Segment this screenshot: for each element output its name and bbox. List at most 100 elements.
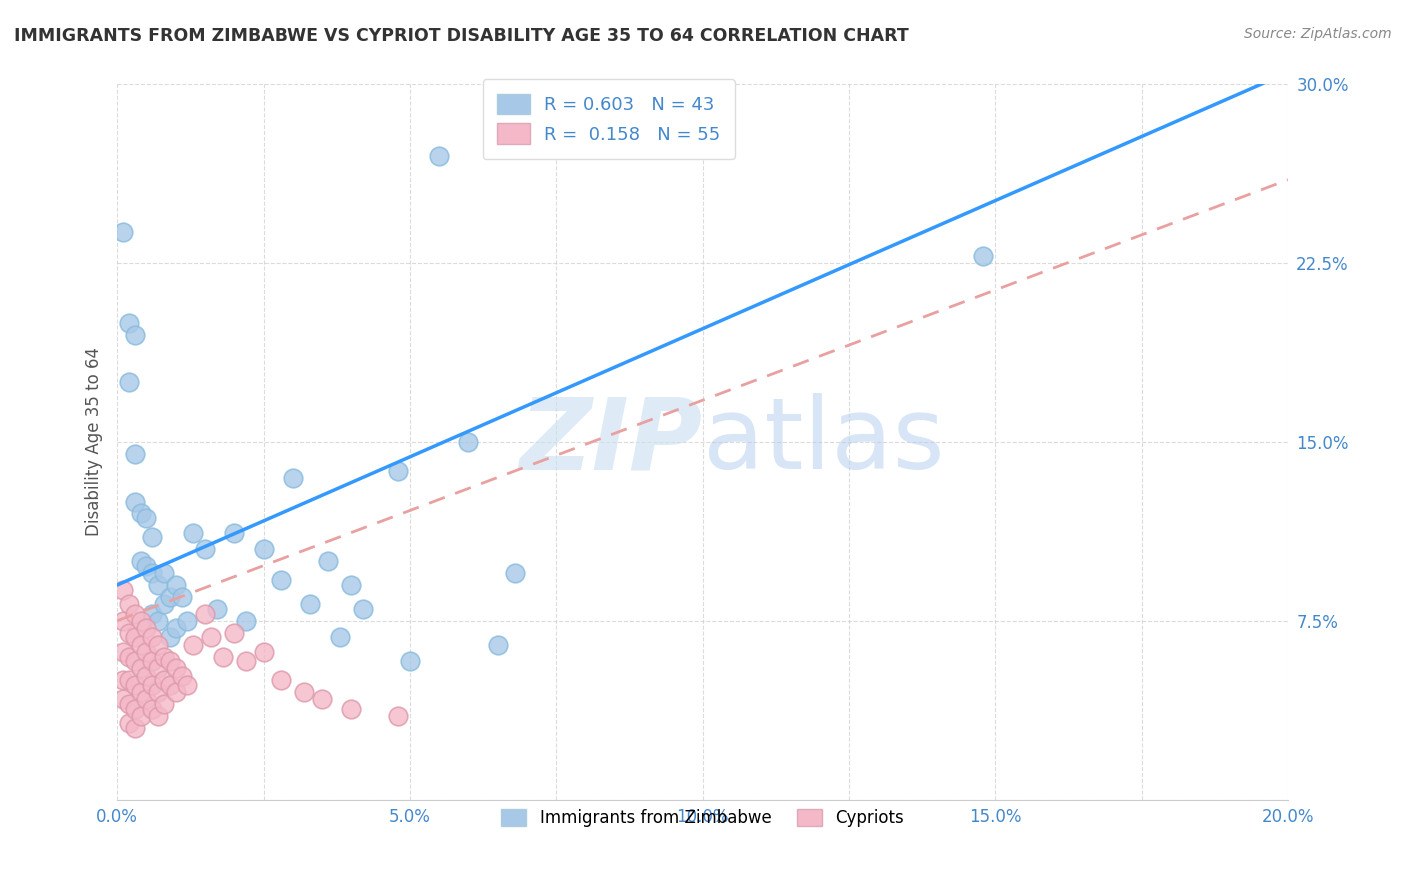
Point <box>235 654 257 668</box>
Text: atlas: atlas <box>703 393 945 491</box>
Point <box>170 590 193 604</box>
Point <box>141 654 163 668</box>
Point <box>112 582 135 597</box>
Point <box>124 721 146 735</box>
Point <box>270 573 292 587</box>
Point <box>135 692 157 706</box>
Point <box>129 661 152 675</box>
Point <box>165 621 187 635</box>
Point <box>165 661 187 675</box>
Point <box>135 511 157 525</box>
Point <box>316 554 339 568</box>
Point <box>165 685 187 699</box>
Point <box>146 661 169 675</box>
Point <box>129 507 152 521</box>
Text: IMMIGRANTS FROM ZIMBABWE VS CYPRIOT DISABILITY AGE 35 TO 64 CORRELATION CHART: IMMIGRANTS FROM ZIMBABWE VS CYPRIOT DISA… <box>14 27 908 45</box>
Point <box>129 614 152 628</box>
Point <box>141 566 163 580</box>
Point <box>141 530 163 544</box>
Point <box>146 709 169 723</box>
Point <box>118 716 141 731</box>
Point <box>387 464 409 478</box>
Point <box>124 702 146 716</box>
Point <box>129 709 152 723</box>
Point <box>311 692 333 706</box>
Point <box>153 649 176 664</box>
Point <box>972 249 994 263</box>
Legend: Immigrants from Zimbabwe, Cypriots: Immigrants from Zimbabwe, Cypriots <box>495 803 910 834</box>
Point <box>176 614 198 628</box>
Point <box>153 673 176 688</box>
Point <box>165 578 187 592</box>
Point <box>112 225 135 239</box>
Point <box>135 558 157 573</box>
Point <box>129 554 152 568</box>
Point <box>153 697 176 711</box>
Point <box>118 697 141 711</box>
Point <box>270 673 292 688</box>
Point <box>299 597 322 611</box>
Point <box>124 607 146 621</box>
Point <box>159 654 181 668</box>
Text: ZIP: ZIP <box>520 393 703 491</box>
Point <box>153 597 176 611</box>
Point <box>135 645 157 659</box>
Point <box>294 685 316 699</box>
Point <box>141 631 163 645</box>
Point <box>340 702 363 716</box>
Point <box>181 525 204 540</box>
Point <box>235 614 257 628</box>
Text: Source: ZipAtlas.com: Source: ZipAtlas.com <box>1244 27 1392 41</box>
Point <box>352 602 374 616</box>
Point <box>153 566 176 580</box>
Point <box>146 578 169 592</box>
Point <box>399 654 422 668</box>
Point <box>118 673 141 688</box>
Point <box>329 631 352 645</box>
Point <box>211 649 233 664</box>
Point <box>387 709 409 723</box>
Point <box>118 376 141 390</box>
Point <box>224 625 246 640</box>
Point <box>124 327 146 342</box>
Point <box>170 668 193 682</box>
Point <box>112 673 135 688</box>
Point <box>194 542 217 557</box>
Point <box>118 316 141 330</box>
Point <box>252 542 274 557</box>
Point <box>146 614 169 628</box>
Point <box>281 471 304 485</box>
Point <box>340 578 363 592</box>
Point <box>252 645 274 659</box>
Point <box>427 149 450 163</box>
Point <box>159 631 181 645</box>
Point <box>124 631 146 645</box>
Point <box>141 702 163 716</box>
Point <box>124 494 146 508</box>
Point <box>129 638 152 652</box>
Y-axis label: Disability Age 35 to 64: Disability Age 35 to 64 <box>86 348 103 536</box>
Point <box>112 645 135 659</box>
Point <box>146 638 169 652</box>
Point <box>112 692 135 706</box>
Point <box>124 447 146 461</box>
Point <box>205 602 228 616</box>
Point <box>176 678 198 692</box>
Point <box>194 607 217 621</box>
Point <box>129 685 152 699</box>
Point <box>159 590 181 604</box>
Point <box>146 685 169 699</box>
Point <box>112 614 135 628</box>
Point <box>141 678 163 692</box>
Point <box>457 434 479 449</box>
Point <box>486 638 509 652</box>
Point <box>118 649 141 664</box>
Point <box>135 668 157 682</box>
Point <box>124 678 146 692</box>
Point <box>124 654 146 668</box>
Point <box>181 638 204 652</box>
Point <box>224 525 246 540</box>
Point <box>503 566 526 580</box>
Point <box>118 597 141 611</box>
Point <box>118 625 141 640</box>
